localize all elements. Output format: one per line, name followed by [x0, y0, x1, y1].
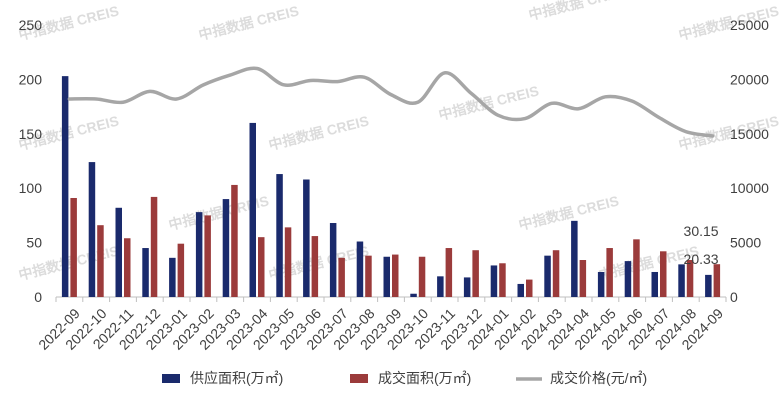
transaction-bar	[97, 225, 104, 297]
transaction-bar	[633, 239, 640, 297]
transaction-bar	[418, 256, 426, 297]
transaction-bar	[177, 243, 185, 297]
transaction-bar	[392, 254, 399, 297]
supply-bar	[195, 212, 203, 297]
right-tick-label: 20000	[730, 71, 769, 87]
supply-bar	[410, 293, 417, 297]
transaction-bar	[552, 250, 560, 297]
left-tick-label: 50	[26, 235, 42, 251]
supply-bar	[115, 207, 122, 297]
transaction-bar	[70, 197, 77, 297]
legend-transaction-label: 成交面积(万㎡)	[378, 370, 471, 386]
supply-bar	[678, 264, 685, 297]
transaction-bar	[579, 260, 587, 297]
watermark-text: 中指数据 CREIS	[267, 113, 371, 153]
watermark-layer: 中指数据 CREIS 中指数据 CREIS 中指数据 CREIS 中指数据 CREIS…	[17, 0, 781, 283]
supply-bar	[303, 179, 310, 297]
data-label-transaction: 30.15	[684, 223, 719, 239]
supply-bar	[544, 255, 551, 297]
watermark-text: 中指数据 CREIS	[517, 193, 621, 233]
supply-bar	[624, 261, 632, 297]
transaction-bar	[365, 255, 372, 297]
right-tick-label: 0	[730, 289, 738, 305]
watermark-text: 中指数据 CREIS	[527, 0, 631, 23]
left-tick-label: 200	[19, 71, 43, 87]
labels-layer: 30.15 20.33	[684, 223, 719, 267]
transaction-bar	[204, 215, 211, 297]
supply-bar	[597, 271, 605, 297]
line-layer	[67, 66, 715, 138]
watermark-text: 中指数据 CREIS	[197, 3, 301, 43]
data-label-supply: 20.33	[684, 251, 719, 267]
supply-bar	[571, 220, 578, 297]
transaction-bar	[258, 237, 265, 297]
supply-bar	[705, 274, 712, 297]
transaction-bar	[150, 196, 158, 297]
right-tick-label: 5000	[730, 235, 761, 251]
supply-bar	[249, 122, 256, 297]
left-tick-label: 100	[19, 180, 43, 196]
legend-transaction-swatch	[350, 374, 368, 383]
transaction-bar	[284, 227, 292, 297]
supply-bar	[437, 276, 444, 297]
transaction-bar	[124, 238, 131, 297]
supply-bar	[61, 76, 69, 297]
price-line	[67, 66, 715, 138]
transaction-bar	[526, 279, 533, 297]
transaction-bar	[660, 251, 667, 297]
legend-price-label: 成交价格(元/㎡)	[550, 370, 647, 386]
supply-bar	[88, 162, 96, 297]
transaction-bar	[499, 263, 506, 297]
legend-supply-label: 供应面积(万㎡)	[190, 370, 283, 386]
bars-layer	[61, 76, 721, 297]
legend-supply-swatch	[162, 374, 180, 383]
transaction-bar	[686, 260, 694, 297]
supply-bar	[490, 265, 498, 297]
supply-bar	[651, 271, 658, 297]
supply-bar	[169, 257, 176, 297]
transaction-bar	[231, 184, 238, 297]
transaction-bar	[713, 264, 721, 297]
transaction-bar	[606, 248, 613, 297]
supply-bar	[276, 174, 283, 297]
supply-bar	[356, 241, 364, 297]
supply-bar	[329, 223, 337, 297]
transaction-bar	[338, 257, 345, 297]
axes-layer: 0 50 100 150 200 250 0 5000 10000 15000 20000 25000…	[19, 17, 770, 353]
right-tick-label: 25000	[730, 17, 769, 33]
supply-bar	[222, 199, 230, 297]
left-tick-label: 250	[19, 17, 43, 33]
transaction-bar	[311, 236, 319, 297]
supply-bar	[142, 248, 149, 297]
transaction-bar	[445, 248, 453, 297]
supply-bar	[517, 283, 524, 297]
supply-bar	[463, 277, 471, 297]
right-tick-label: 15000	[730, 126, 769, 142]
right-tick-label: 10000	[730, 180, 769, 196]
transaction-bar	[472, 250, 479, 297]
left-tick-label: 150	[19, 126, 43, 142]
supply-bar	[383, 256, 390, 297]
legend-layer: 供应面积(万㎡) 成交面积(万㎡) 成交价格(元/㎡)	[162, 370, 647, 386]
left-tick-label: 0	[34, 289, 42, 305]
